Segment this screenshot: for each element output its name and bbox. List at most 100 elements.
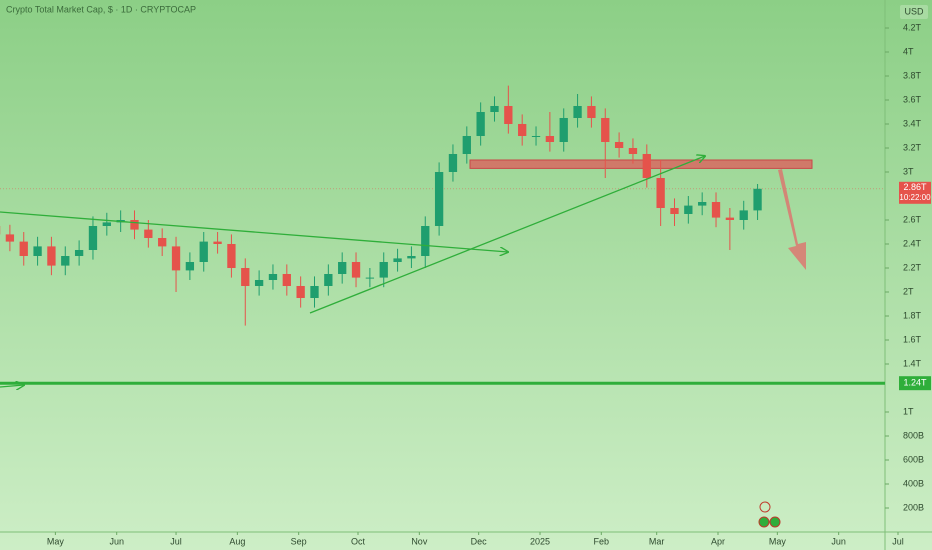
resistance-zone <box>469 159 813 169</box>
candle-body <box>5 234 15 242</box>
y-tick-label: 3.4T <box>903 118 922 128</box>
x-tick-label: May <box>47 536 65 546</box>
y-tick-label: 2.6T <box>903 214 922 224</box>
y-tick-label: 2T <box>903 286 914 296</box>
currency-label: USD <box>904 6 924 16</box>
candle-body <box>725 217 735 220</box>
candle-body <box>19 241 28 256</box>
candle-body <box>476 111 485 136</box>
candle-body <box>61 255 70 266</box>
x-tick-label: Jun <box>831 536 846 546</box>
y-tick-label: 2.4T <box>903 238 922 248</box>
y-tick-label: 3.2T <box>903 142 922 152</box>
y-tick-label: 4T <box>903 46 914 56</box>
candle-body <box>254 279 264 286</box>
y-tick-label: 400B <box>903 478 924 488</box>
currency-box <box>900 5 928 19</box>
candle-body <box>241 267 250 286</box>
candle-body <box>130 219 139 230</box>
candle-body <box>545 135 555 142</box>
x-tick-label: Apr <box>711 536 725 546</box>
last-price-label: 2.86T <box>903 182 927 192</box>
candle-body <box>711 201 721 218</box>
y-tick-label: 3.6T <box>903 94 922 104</box>
x-tick-label: Jun <box>109 536 124 546</box>
candle-body <box>753 188 762 211</box>
candle-body <box>739 210 748 220</box>
y-tick-label: 3T <box>903 166 914 176</box>
x-tick-label: Jul <box>170 536 182 546</box>
candle-body <box>324 273 333 286</box>
candle-body <box>421 225 430 256</box>
candle-body <box>670 207 679 214</box>
trend-line <box>309 156 705 314</box>
candle-body <box>434 171 444 226</box>
last-price-box <box>899 181 931 204</box>
candle-body <box>684 205 693 214</box>
candle-body <box>448 153 458 172</box>
y-tick-label: 4.2T <box>903 22 922 32</box>
y-tick-label: 800B <box>903 430 924 440</box>
candle-body <box>614 141 624 148</box>
candle-body <box>587 105 596 118</box>
candle-body <box>351 261 361 278</box>
candle-body <box>227 243 236 268</box>
candle-body <box>158 237 167 247</box>
y-tick-label: 600B <box>903 454 924 464</box>
candle-body <box>310 285 319 298</box>
candle-body <box>642 153 651 178</box>
candle-body <box>74 249 84 256</box>
candle-body <box>462 135 471 154</box>
countdown-label: 10:22:00 <box>899 193 931 202</box>
candle-body <box>213 241 222 244</box>
candle-body <box>185 261 195 271</box>
candle-body <box>559 117 568 142</box>
candle-body <box>601 117 610 142</box>
y-tick-label: 3.8T <box>903 70 922 80</box>
candle-body <box>88 225 98 250</box>
candle-body <box>199 241 208 262</box>
candle-body <box>407 255 416 259</box>
candle-body <box>573 105 582 118</box>
trend-line <box>0 385 24 387</box>
support-label-box <box>899 376 931 391</box>
x-tick-label: Feb <box>594 536 610 546</box>
x-tick-label: Jul <box>892 536 904 546</box>
candle-body <box>171 246 181 271</box>
y-tick-label: 200B <box>903 502 924 512</box>
candle-body <box>338 261 347 274</box>
x-tick-label: Nov <box>411 536 428 546</box>
x-tick-label: Aug <box>229 536 245 546</box>
projection-arrow <box>778 169 806 270</box>
candle-body <box>504 105 513 124</box>
candle-body <box>393 258 402 262</box>
x-tick-label: 2025 <box>530 536 550 546</box>
candle-body <box>365 277 375 279</box>
candle-body <box>531 135 541 137</box>
candle-body <box>628 147 638 154</box>
trend-line <box>0 211 508 252</box>
candle-body <box>518 123 527 136</box>
candle-body <box>656 177 665 208</box>
candle-body <box>698 201 707 206</box>
candle-body <box>379 261 388 278</box>
x-tick-label: Mar <box>649 536 665 546</box>
support-label: 1.24T <box>903 378 927 388</box>
y-tick-label: 1.4T <box>903 358 922 368</box>
candle-body <box>268 273 278 280</box>
candle-body <box>296 285 305 298</box>
y-tick-label: 1.8T <box>903 310 922 320</box>
x-tick-label: Sep <box>291 536 307 546</box>
y-tick-label: 2.2T <box>903 262 922 272</box>
x-tick-label: Dec <box>471 536 488 546</box>
chart-title: Crypto Total Market Cap, $ · 1D · CRYPTO… <box>6 4 196 14</box>
candle-body <box>47 246 56 266</box>
candle-body <box>33 246 42 256</box>
candle-body <box>102 222 111 226</box>
indicator-icons <box>758 501 781 528</box>
candle-body <box>282 273 291 286</box>
y-tick-label: 1.6T <box>903 334 922 344</box>
